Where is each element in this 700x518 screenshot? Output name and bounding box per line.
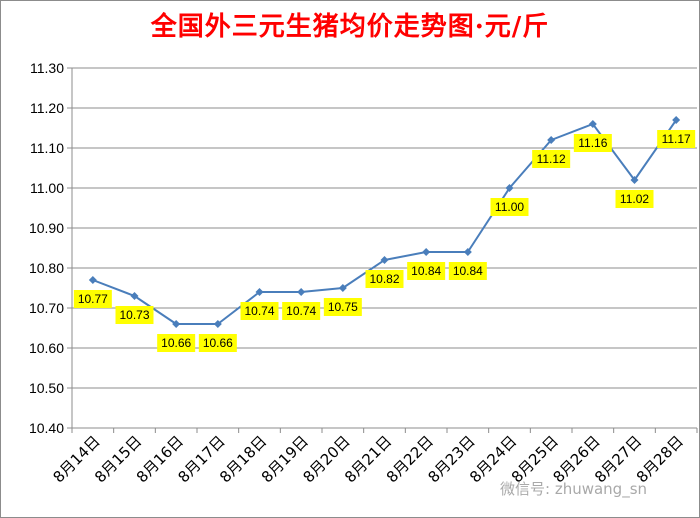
data-label: 10.77 [78,292,108,306]
data-label: 11.00 [495,200,524,214]
data-label: 11.02 [620,192,649,206]
data-point [213,320,222,328]
data-point [672,116,681,124]
y-tick-label: 10.70 [29,300,64,316]
data-point [422,248,431,256]
data-label: 10.74 [286,304,316,318]
y-tick-label: 10.40 [29,420,64,436]
data-point [297,288,306,296]
data-label-box [532,150,571,168]
y-tick-label: 11.30 [30,60,64,76]
y-tick-label: 10.50 [29,380,64,396]
data-label: 10.74 [244,304,274,318]
data-label: 11.17 [662,132,691,146]
data-label-box [365,270,404,288]
y-tick-label: 10.80 [29,260,64,276]
data-label: 10.84 [411,264,441,278]
data-point [380,256,389,264]
data-label: 11.12 [537,152,566,166]
y-tick-label: 10.60 [29,340,64,356]
data-label-box [407,262,446,280]
y-tick-label: 10.90 [29,220,64,236]
data-label-box [573,134,612,152]
data-point [547,136,556,144]
data-label-box [240,302,279,320]
data-point [505,184,514,192]
data-label: 10.82 [369,272,399,286]
data-label-box [323,298,362,316]
chart-title: 全国外三元生猪均价走势图·元/斤 [150,12,550,42]
y-tick-label: 11.10 [30,140,64,156]
data-label-box [198,334,237,352]
data-point [255,288,264,296]
data-point [88,276,97,284]
y-tick-label: 11.20 [30,100,64,116]
data-label: 10.73 [119,308,149,322]
data-point [130,292,139,300]
data-label: 10.66 [161,336,191,350]
data-label-box [282,302,321,320]
data-label-box [448,262,487,280]
data-label-box [73,290,112,308]
data-label: 10.84 [453,264,483,278]
data-label-box [157,334,196,352]
data-point [338,284,347,292]
data-label-box [490,198,529,216]
data-label-box [115,306,154,324]
data-label: 10.66 [203,336,233,350]
data-point [172,320,181,328]
data-label: 10.75 [328,300,358,314]
data-point [630,176,639,184]
data-point [463,248,472,256]
y-tick-label: 11.00 [30,180,64,196]
data-point [588,120,597,128]
data-label-box [615,190,654,208]
watermark: 微信号: zhuwang_sn [500,480,648,498]
data-label-box [657,130,696,148]
data-label: 11.16 [578,136,607,150]
